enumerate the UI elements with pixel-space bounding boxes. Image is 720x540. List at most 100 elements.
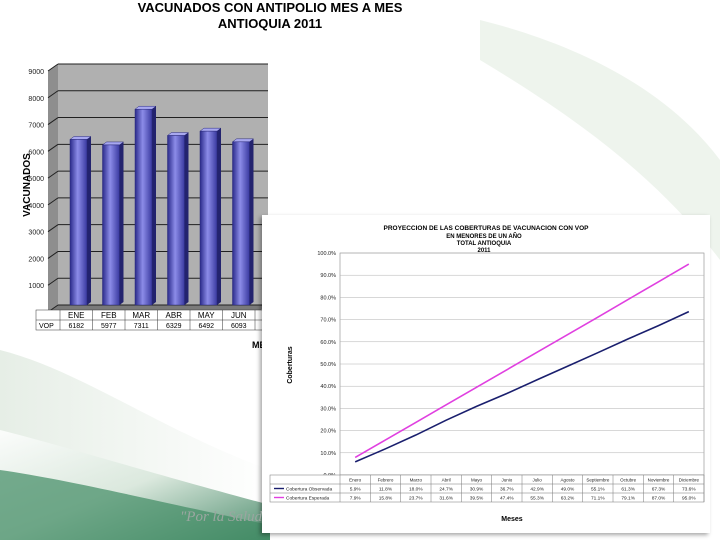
x-tick-label: Junio <box>501 478 512 483</box>
x-tick-label: Noviembre <box>648 478 670 483</box>
plot-side-wall <box>48 64 58 312</box>
data-label: 79.1% <box>621 496 635 502</box>
series-line <box>354 263 690 459</box>
data-table-frame <box>269 474 705 503</box>
data-label: 47.4% <box>500 496 514 502</box>
bar-side <box>184 132 189 305</box>
y-tick-label: 20.0% <box>320 429 336 435</box>
x-tick-label: MAR <box>132 311 150 320</box>
chart1-subtitle: ANTIOQUIA 2011 <box>217 16 323 31</box>
y-tick-label: 90.0% <box>320 273 336 279</box>
gridline-side <box>47 63 59 72</box>
data-label: 18.0% <box>409 487 423 493</box>
data-label: 49.0% <box>561 487 575 493</box>
series-line <box>354 310 690 463</box>
bar <box>167 135 185 306</box>
x-tick-label: Septiembre <box>586 478 610 483</box>
y-tick-label: 50.0% <box>320 362 336 368</box>
gridline-side <box>47 117 59 125</box>
data-label: 39.5% <box>470 496 484 502</box>
bar <box>134 108 153 306</box>
x-tick-label: Diciembre <box>679 478 700 483</box>
legend-entry: Cobertura Observada <box>286 487 332 493</box>
y-tick-label: 40.0% <box>320 384 336 390</box>
y-tick-label: 30.0% <box>320 406 336 412</box>
data-label: 55.3% <box>530 496 544 502</box>
y-tick-label: 7000 <box>28 123 44 130</box>
x-axis-label: ME <box>252 340 266 350</box>
data-label: 67.3% <box>652 487 666 493</box>
y-axis-label: VACUNADOS <box>22 153 33 217</box>
data-label: 55.1% <box>591 487 605 493</box>
line-chart-panel: PROYECCION DE LAS COBERTURAS DE VACUNACI… <box>262 215 710 533</box>
x-tick-label: Febrero <box>378 478 394 483</box>
x-tick-label: Enero <box>349 478 362 483</box>
bar-side <box>87 136 91 305</box>
y-tick-label: 10.0% <box>320 451 336 457</box>
data-label: 7.9% <box>350 496 362 502</box>
gridline-side <box>47 224 59 233</box>
data-label: 71.1% <box>591 496 605 502</box>
chart2-title: PROYECCION DE LAS COBERTURAS DE VACUNACI… <box>383 225 589 232</box>
chart2-subtitle: TOTAL ANTIOQUIA <box>457 241 512 247</box>
chart1-title: VACUNADOS CON ANTIPOLIO MES A MES <box>137 0 403 15</box>
y-tick-label: 60.0% <box>320 340 336 346</box>
x-tick-label: Mayo <box>471 478 483 483</box>
gridline-side <box>47 170 59 179</box>
data-label: 7311 <box>134 323 149 330</box>
data-label: 31.6% <box>439 496 453 502</box>
gridline-side <box>47 197 59 206</box>
y-tick-label: 8000 <box>28 96 44 103</box>
bar <box>232 141 250 306</box>
data-label: 6492 <box>198 323 214 330</box>
legend-entry: Cobertura Esperada <box>286 496 330 502</box>
x-tick-label: Marzo <box>410 478 423 483</box>
data-label: 15.8% <box>379 496 393 502</box>
x-tick-label: Octubre <box>620 478 637 483</box>
data-label: 5977 <box>101 323 117 330</box>
data-label: 6329 <box>166 323 182 330</box>
y-tick-label: 1000 <box>28 283 44 290</box>
x-axis-label: Meses <box>501 516 523 523</box>
data-label: 5.9% <box>350 487 362 493</box>
data-label: 30.9% <box>470 487 484 493</box>
data-label: 42.9% <box>530 487 544 493</box>
data-label: 73.6% <box>682 487 696 493</box>
y-axis-label: Coberturas <box>287 346 294 383</box>
y-tick-label: 6000 <box>28 149 44 156</box>
gridline-side <box>47 143 59 152</box>
series-name: VOP <box>39 323 54 330</box>
x-tick-label: FEB <box>101 311 117 320</box>
bar-side <box>119 141 124 305</box>
x-tick-label: Julio <box>533 478 543 483</box>
bar-side <box>249 138 254 305</box>
chart2-subtitle: 2011 <box>477 248 491 254</box>
gridline-side <box>47 277 59 286</box>
data-label: 11.8% <box>379 487 393 493</box>
chart2-subtitle: EN MENORES DE UN AÑO <box>446 233 522 240</box>
data-label: 36.7% <box>500 487 514 493</box>
y-tick-label: 4000 <box>28 203 44 210</box>
x-tick-label: MAY <box>198 311 215 320</box>
data-label: 87.0% <box>652 496 666 502</box>
x-tick-label: ABR <box>166 311 183 320</box>
y-tick-label: 2000 <box>28 256 44 263</box>
x-tick-label: Agosto <box>560 478 575 483</box>
data-label: 24.7% <box>439 487 453 493</box>
y-tick-label: 9000 <box>28 69 44 76</box>
data-label: 6182 <box>68 323 84 330</box>
data-label: 63.2% <box>561 496 575 502</box>
y-tick-label: 3000 <box>28 230 44 237</box>
gridline-side <box>47 90 59 99</box>
x-tick-label: JUN <box>231 311 247 320</box>
data-label: 23.7% <box>409 496 423 502</box>
y-tick-label: 80.0% <box>320 295 336 301</box>
bar-side <box>152 106 156 306</box>
line-chart-coberturas: PROYECCION DE LAS COBERTURAS DE VACUNACI… <box>269 225 705 523</box>
bar-side <box>217 128 221 305</box>
x-tick-label: ENE <box>68 311 84 320</box>
data-label: 61.3% <box>621 487 635 493</box>
data-label: 6093 <box>231 323 247 330</box>
bar <box>102 144 120 306</box>
